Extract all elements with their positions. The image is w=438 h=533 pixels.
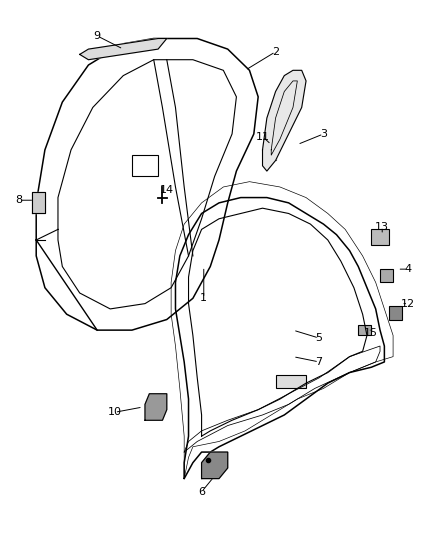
Text: 4: 4 — [405, 264, 412, 274]
Text: 7: 7 — [315, 357, 323, 367]
Polygon shape — [201, 452, 228, 479]
Bar — [262, 150, 276, 160]
Text: 13: 13 — [375, 222, 389, 232]
Text: 15: 15 — [364, 328, 378, 338]
Polygon shape — [145, 394, 167, 420]
Polygon shape — [32, 192, 45, 214]
Bar — [380, 269, 393, 282]
Bar — [132, 155, 158, 176]
Text: 2: 2 — [272, 47, 279, 56]
Text: 11: 11 — [255, 132, 269, 142]
Text: 14: 14 — [160, 184, 174, 195]
Text: 10: 10 — [108, 407, 122, 417]
Polygon shape — [80, 38, 167, 60]
Text: 9: 9 — [94, 31, 101, 41]
Bar — [389, 306, 402, 319]
Polygon shape — [262, 70, 306, 171]
Bar — [371, 229, 389, 245]
Bar — [276, 375, 306, 389]
Text: 6: 6 — [198, 487, 205, 497]
Bar — [358, 325, 371, 335]
Text: 12: 12 — [401, 298, 415, 309]
Text: 3: 3 — [320, 129, 327, 139]
Text: 8: 8 — [15, 195, 22, 205]
Text: 1: 1 — [200, 293, 207, 303]
Text: 5: 5 — [316, 333, 323, 343]
